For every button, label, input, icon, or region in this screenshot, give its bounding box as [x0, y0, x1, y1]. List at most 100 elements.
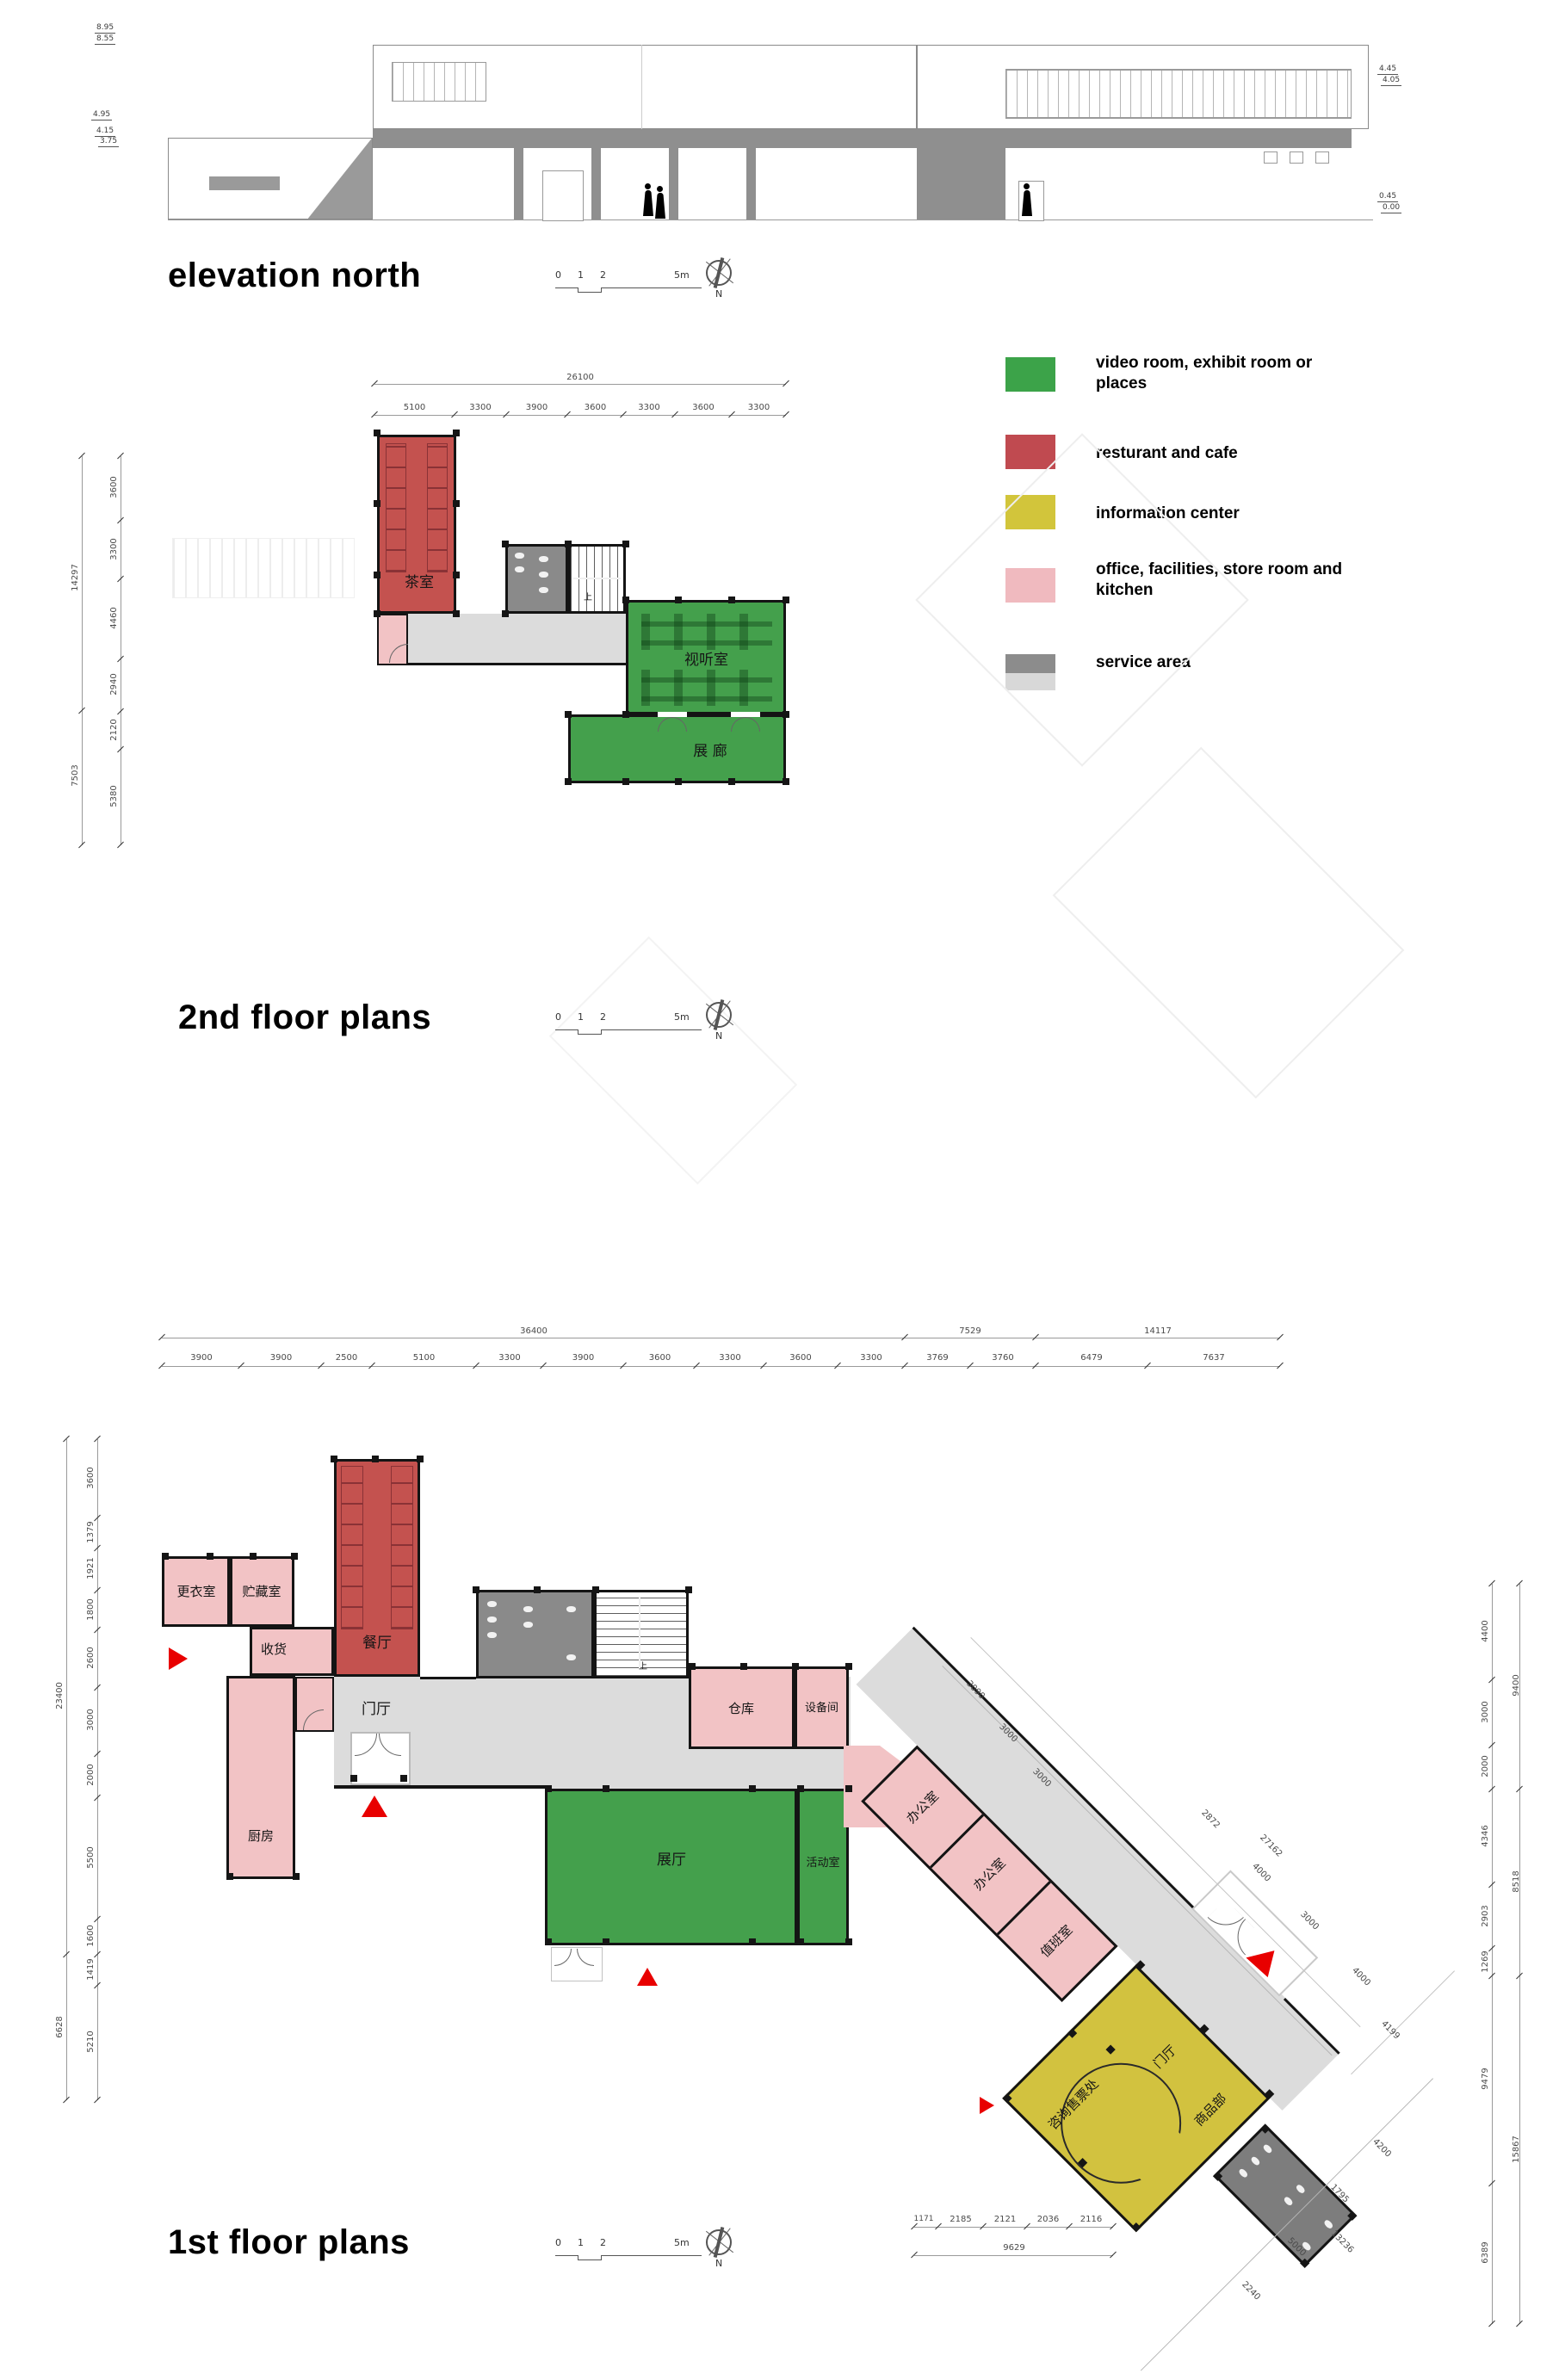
elevation-window-band-right	[1005, 69, 1352, 119]
room-label-changing: 更衣室	[176, 1584, 216, 1599]
dim-label: 4400	[1481, 1620, 1490, 1642]
dim-label: 2000	[1481, 1755, 1490, 1777]
elevation-column	[591, 148, 601, 219]
entrance-arrow	[362, 1796, 387, 1817]
elevation-drawing: 8.95 8.55 4.95 4.15 3.75 4.45 4.05 0.45 …	[0, 0, 1559, 258]
dim-label: 4000	[1250, 1861, 1272, 1884]
dim-label: 2116	[1080, 2215, 1103, 2224]
elevation-column	[514, 148, 523, 219]
dim-label: 27162	[1258, 1833, 1284, 1859]
elevation-joint-line	[641, 45, 642, 129]
elevation-canopy	[209, 176, 280, 190]
room-label-shop: 商品部	[1191, 2090, 1230, 2130]
dim-label: 3600	[789, 1353, 812, 1363]
scale-bar-step	[578, 2255, 602, 2260]
north-compass: N	[704, 2227, 739, 2271]
compass-circle	[706, 1002, 732, 1028]
dim-label: 3300	[109, 538, 119, 560]
stair-rail	[573, 578, 621, 579]
ground-line	[168, 219, 1373, 220]
compass-circle	[706, 260, 732, 286]
desk-column	[1105, 2044, 1116, 2055]
elevation-title: elevation north	[168, 257, 422, 294]
dim-label: 5100	[403, 403, 426, 412]
dim-label: 1600	[86, 1925, 96, 1947]
room-label-office2: 办公室	[970, 1855, 1009, 1894]
dim-label: 3000	[86, 1709, 96, 1731]
room-label-tea: 茶室	[405, 574, 434, 591]
tea-tables	[427, 443, 448, 572]
dim-line	[374, 384, 786, 385]
column-marks-2f	[374, 430, 380, 436]
compass-n-label: N	[715, 2258, 723, 2269]
legend-swatch-gray	[1005, 654, 1055, 673]
level-marker: 0.45	[1377, 192, 1399, 202]
tea-tables	[386, 443, 406, 572]
dim-label: 2120	[109, 719, 119, 741]
av-seats	[641, 614, 772, 650]
dim-label: 3769	[926, 1353, 949, 1363]
dim-label: 3300	[469, 403, 492, 412]
dim-label: 14297	[71, 564, 80, 591]
room-label-receiving: 收货	[260, 1641, 287, 1657]
elevation-shadow	[308, 139, 372, 219]
room-label-warehouse: 仓库	[727, 1701, 754, 1716]
dim-label: 2036	[1036, 2215, 1060, 2224]
dim-label: 1171	[913, 2215, 934, 2223]
dim-label: 9479	[1481, 2068, 1490, 2090]
dim-label: 3760	[992, 1353, 1014, 1363]
dim-label: 14117	[1144, 1326, 1172, 1336]
person-figure	[1022, 190, 1032, 216]
legend: video room, exhibit room or places restu…	[1005, 353, 1410, 697]
level-marker: 4.15	[95, 127, 116, 137]
dim-label: 3000	[1298, 1909, 1321, 1932]
dim-label: 6628	[55, 2016, 65, 2038]
legend-label: information center	[1096, 504, 1240, 522]
elevation-window-band-left	[392, 62, 486, 102]
room-av	[626, 600, 786, 714]
scale-label-2: 2	[600, 1011, 606, 1023]
person-figure	[643, 190, 653, 216]
level-marker: 4.95	[91, 110, 113, 121]
scale-bar-step	[578, 287, 602, 293]
person-figure	[655, 193, 665, 219]
scale-label-5m: 5m	[674, 1011, 690, 1023]
column-marks-1f	[331, 1456, 337, 1462]
scale-label-2: 2	[600, 2237, 606, 2248]
gallery-door-gap	[731, 712, 760, 717]
toilet-fixture	[515, 553, 524, 559]
room-label-storage: 贮藏室	[242, 1584, 281, 1599]
level-marker: 0.00	[1381, 203, 1402, 213]
dim-label: 2000	[86, 1764, 96, 1786]
dim-line	[374, 415, 786, 416]
dim-label: 4199	[1379, 2018, 1401, 2042]
room-label-lobby: 门厅	[1150, 2042, 1180, 2072]
dim-label: 8518	[1512, 1870, 1521, 1893]
room-receiving	[250, 1627, 334, 1676]
av-seats	[641, 670, 772, 706]
entrance-arrow	[169, 1647, 188, 1670]
room-label-kitchen: 厨房	[247, 1828, 274, 1844]
exhibit-porch	[551, 1947, 603, 1981]
scale-label-1: 1	[578, 2237, 584, 2248]
dim-line	[1519, 1584, 1520, 2324]
dim-label: 3300	[638, 403, 660, 412]
room-equipment	[795, 1666, 849, 1749]
north-compass: N	[704, 999, 739, 1043]
dim-label: 3900	[269, 1353, 293, 1363]
north-compass: N	[704, 257, 739, 301]
level-marker: 8.95	[95, 23, 116, 34]
dim-label: 3900	[525, 403, 548, 412]
scale-bar: 0 1 2 5m	[555, 1012, 702, 1036]
dim-label: 1921	[86, 1557, 96, 1579]
office-wall	[996, 1881, 1051, 1936]
stair-up-label: 上	[639, 1662, 647, 1672]
dim-label: 5100	[412, 1353, 436, 1363]
elevation-door	[542, 170, 584, 221]
room-label-office1: 办公室	[903, 1788, 942, 1827]
room-changing	[162, 1556, 230, 1627]
dim-label: 3600	[692, 403, 715, 412]
dim-line	[82, 456, 83, 845]
dim-label: 2940	[109, 673, 119, 695]
room-label-exhibit: 展厅	[657, 1851, 686, 1869]
